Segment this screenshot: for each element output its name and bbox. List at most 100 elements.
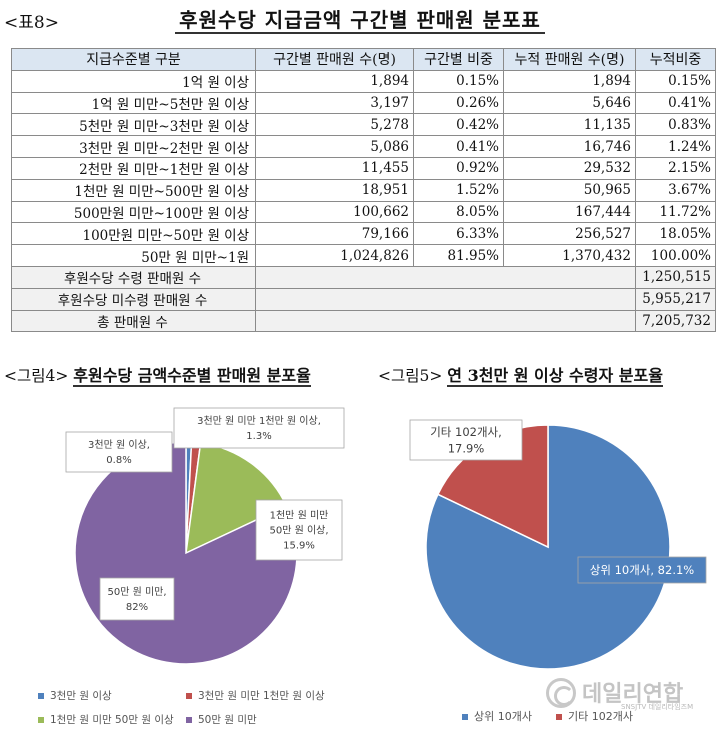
slice-label: 3천만 원 이상, 0.8% xyxy=(65,431,173,473)
header-share: 구간별 비중 xyxy=(413,48,504,71)
header-cumulative-share: 누적비중 xyxy=(635,48,716,71)
table-title: 후원수당 지급금액 구간별 판매원 분포표 xyxy=(175,8,545,34)
figure5-title: 연 3천만 원 이상 수령자 분포율 xyxy=(447,366,663,387)
cell-cumulative-share: 0.83% xyxy=(635,113,716,137)
slice-label-text: 15.9% xyxy=(283,541,315,552)
cell-share: 0.92% xyxy=(413,156,504,180)
table-row: 1천만 원 미만~500만 원 이상 18,951 1.52% 50,965 3.67% xyxy=(11,178,716,202)
summary-label: 후원수당 미수령 판매원 수 xyxy=(11,287,256,311)
header-cumulative: 누적 판매원 수(명) xyxy=(503,48,636,71)
label-box xyxy=(255,499,343,561)
figure5-number: <그림5> xyxy=(378,367,443,385)
label-box xyxy=(173,407,345,449)
row-label: 2천만 원 미만~1천만 원 이상 xyxy=(11,156,256,180)
slice-label-text: 상위 10개사, 82.1% xyxy=(590,563,695,577)
summary-label: 총 판매원 수 xyxy=(11,309,256,333)
pie-chart-5: 상위 10개사, 82.1% 기타 102개사, 17.9% xyxy=(409,419,707,670)
legend-swatch xyxy=(462,714,468,720)
cell-share: 81.95% xyxy=(413,244,504,267)
figure4-caption: <그림4> 후원수당 금액수준별 판매원 분포율 xyxy=(4,362,311,387)
label-box xyxy=(577,556,707,584)
legend-item: 3천만 원 미만 1천만 원 이상 xyxy=(186,688,325,703)
slice-label: 상위 10개사, 82.1% xyxy=(577,556,707,584)
figure5-caption: <그림5> 연 3천만 원 이상 수령자 분포율 xyxy=(378,362,663,387)
cell-cumulative-share: 0.15% xyxy=(635,69,716,93)
figure4-legend: 3천만 원 이상 3천만 원 미만 1천만 원 이상 1천만 원 미만 50만 … xyxy=(38,688,358,732)
watermark-sub: SNSJTV 데일리타임즈M xyxy=(621,703,694,711)
legend-item: 상위 10개사 xyxy=(462,708,532,724)
cell-cumulative-share: 2.15% xyxy=(635,156,716,180)
cell-cumulative-share: 3.67% xyxy=(635,178,716,202)
table-row: 3천만 원 미만~2천만 원 이상 5,086 0.41% 16,746 1.24% xyxy=(11,135,716,158)
legend-swatch xyxy=(186,717,192,723)
slice-label-text: 50만 원 미만, xyxy=(107,586,166,598)
distribution-table: 지급수준별 구분 구간별 판매원 수(명) 구간별 비중 누적 판매원 수(명)… xyxy=(11,48,716,333)
brand-logo-icon xyxy=(546,678,576,708)
header-category: 지급수준별 구분 xyxy=(11,48,256,71)
cell-share: 0.15% xyxy=(413,69,504,93)
cell-cumulative: 29,532 xyxy=(503,156,636,180)
table-header-row: 지급수준별 구분 구간별 판매원 수(명) 구간별 비중 누적 판매원 수(명)… xyxy=(11,48,716,71)
row-label: 100만원 미만~50만 원 이상 xyxy=(11,222,256,246)
summary-empty xyxy=(255,265,636,289)
slice-label-text: 17.9% xyxy=(448,441,485,455)
summary-value: 7,205,732 xyxy=(635,309,716,333)
slice-label-text: 50만 원 이상, xyxy=(269,525,328,537)
summary-row: 후원수당 미수령 판매원 수 5,955,217 xyxy=(11,287,716,311)
cell-cumulative: 1,894 xyxy=(503,69,636,93)
slice-label-text: 82% xyxy=(126,602,148,613)
summary-empty xyxy=(255,309,636,333)
slice-label: 50만 원 미만, 82% xyxy=(99,577,175,621)
legend-item: 기타 102개사 xyxy=(556,708,633,724)
pie-chart-4: 3천만 원 이상, 0.8% 3천만 원 미만 1천만 원 이상, 1.3% 1천만 원… xyxy=(65,407,345,665)
summary-label: 후원수당 수령 판매원 수 xyxy=(11,265,256,289)
cell-count: 11,455 xyxy=(255,156,414,180)
table-row: 1억 원 이상 1,894 0.15% 1,894 0.15% xyxy=(11,69,716,93)
row-label: 3천만 원 미만~2천만 원 이상 xyxy=(11,135,256,158)
cell-share: 0.41% xyxy=(413,135,504,158)
legend-item: 1천만 원 미만 50만 원 이상 xyxy=(38,712,174,727)
slice-label-text: 3천만 원 이상, xyxy=(88,439,150,451)
legend-item: 50만 원 미만 xyxy=(186,712,257,727)
slice-label-text: 1.3% xyxy=(246,431,271,442)
slice-label: 1천만 원 미만 50만 원 이상, 15.9% xyxy=(255,499,343,561)
legend-item: 3천만 원 이상 xyxy=(38,688,112,703)
cell-count: 3,197 xyxy=(255,91,414,115)
watermark-brand: 데일리연합 xyxy=(582,682,684,707)
slice-label-text: 기타 102개사, xyxy=(430,425,502,439)
table-row: 50만 원 미만~1원 1,024,826 81.95% 1,370,432 100.0… xyxy=(11,244,716,267)
slice-label-text: 0.8% xyxy=(106,455,131,466)
slice-label-text: 1천만 원 미만 xyxy=(270,510,329,522)
cell-cumulative: 5,646 xyxy=(503,91,636,115)
figure5-legend: 상위 10개사 기타 102개사 xyxy=(462,708,662,724)
slice-label: 기타 102개사, 17.9% xyxy=(409,419,523,461)
watermark: 데일리연합 SNSJTV 데일리타임즈M xyxy=(546,676,716,711)
legend-swatch xyxy=(38,693,44,699)
cell-count: 1,894 xyxy=(255,69,414,93)
figure4-number: <그림4> xyxy=(4,367,69,385)
figure4-title: 후원수당 금액수준별 판매원 분포율 xyxy=(73,366,311,387)
summary-value: 5,955,217 xyxy=(635,287,716,311)
cell-count: 5,278 xyxy=(255,113,414,137)
summary-row: 후원수당 수령 판매원 수 1,250,515 xyxy=(11,265,716,289)
row-label: 1억 원 이상 xyxy=(11,69,256,93)
legend-swatch xyxy=(186,693,192,699)
row-label: 500만원 미만~100만 원 이상 xyxy=(11,200,256,224)
table-row: 1억 원 미만~5천만 원 이상 3,197 0.26% 5,646 0.41% xyxy=(11,91,716,115)
cell-share: 0.26% xyxy=(413,91,504,115)
legend-swatch xyxy=(556,714,562,720)
slice-label: 3천만 원 미만 1천만 원 이상, 1.3% xyxy=(173,407,345,449)
header-count: 구간별 판매원 수(명) xyxy=(255,48,414,71)
cell-cumulative-share: 0.41% xyxy=(635,91,716,115)
label-box xyxy=(65,431,173,473)
label-box xyxy=(99,577,175,621)
label-box xyxy=(409,419,523,461)
table-row: 2천만 원 미만~1천만 원 이상 11,455 0.92% 29,532 2.15% xyxy=(11,156,716,180)
table-row: 100만원 미만~50만 원 이상 79,166 6.33% 256,527 18.05… xyxy=(11,222,716,246)
legend-swatch xyxy=(38,717,44,723)
cell-cumulative-share: 100.00% xyxy=(635,244,716,267)
cell-share: 0.42% xyxy=(413,113,504,137)
summary-row: 총 판매원 수 7,205,732 xyxy=(11,309,716,333)
table-caption: <표8> xyxy=(4,13,59,33)
